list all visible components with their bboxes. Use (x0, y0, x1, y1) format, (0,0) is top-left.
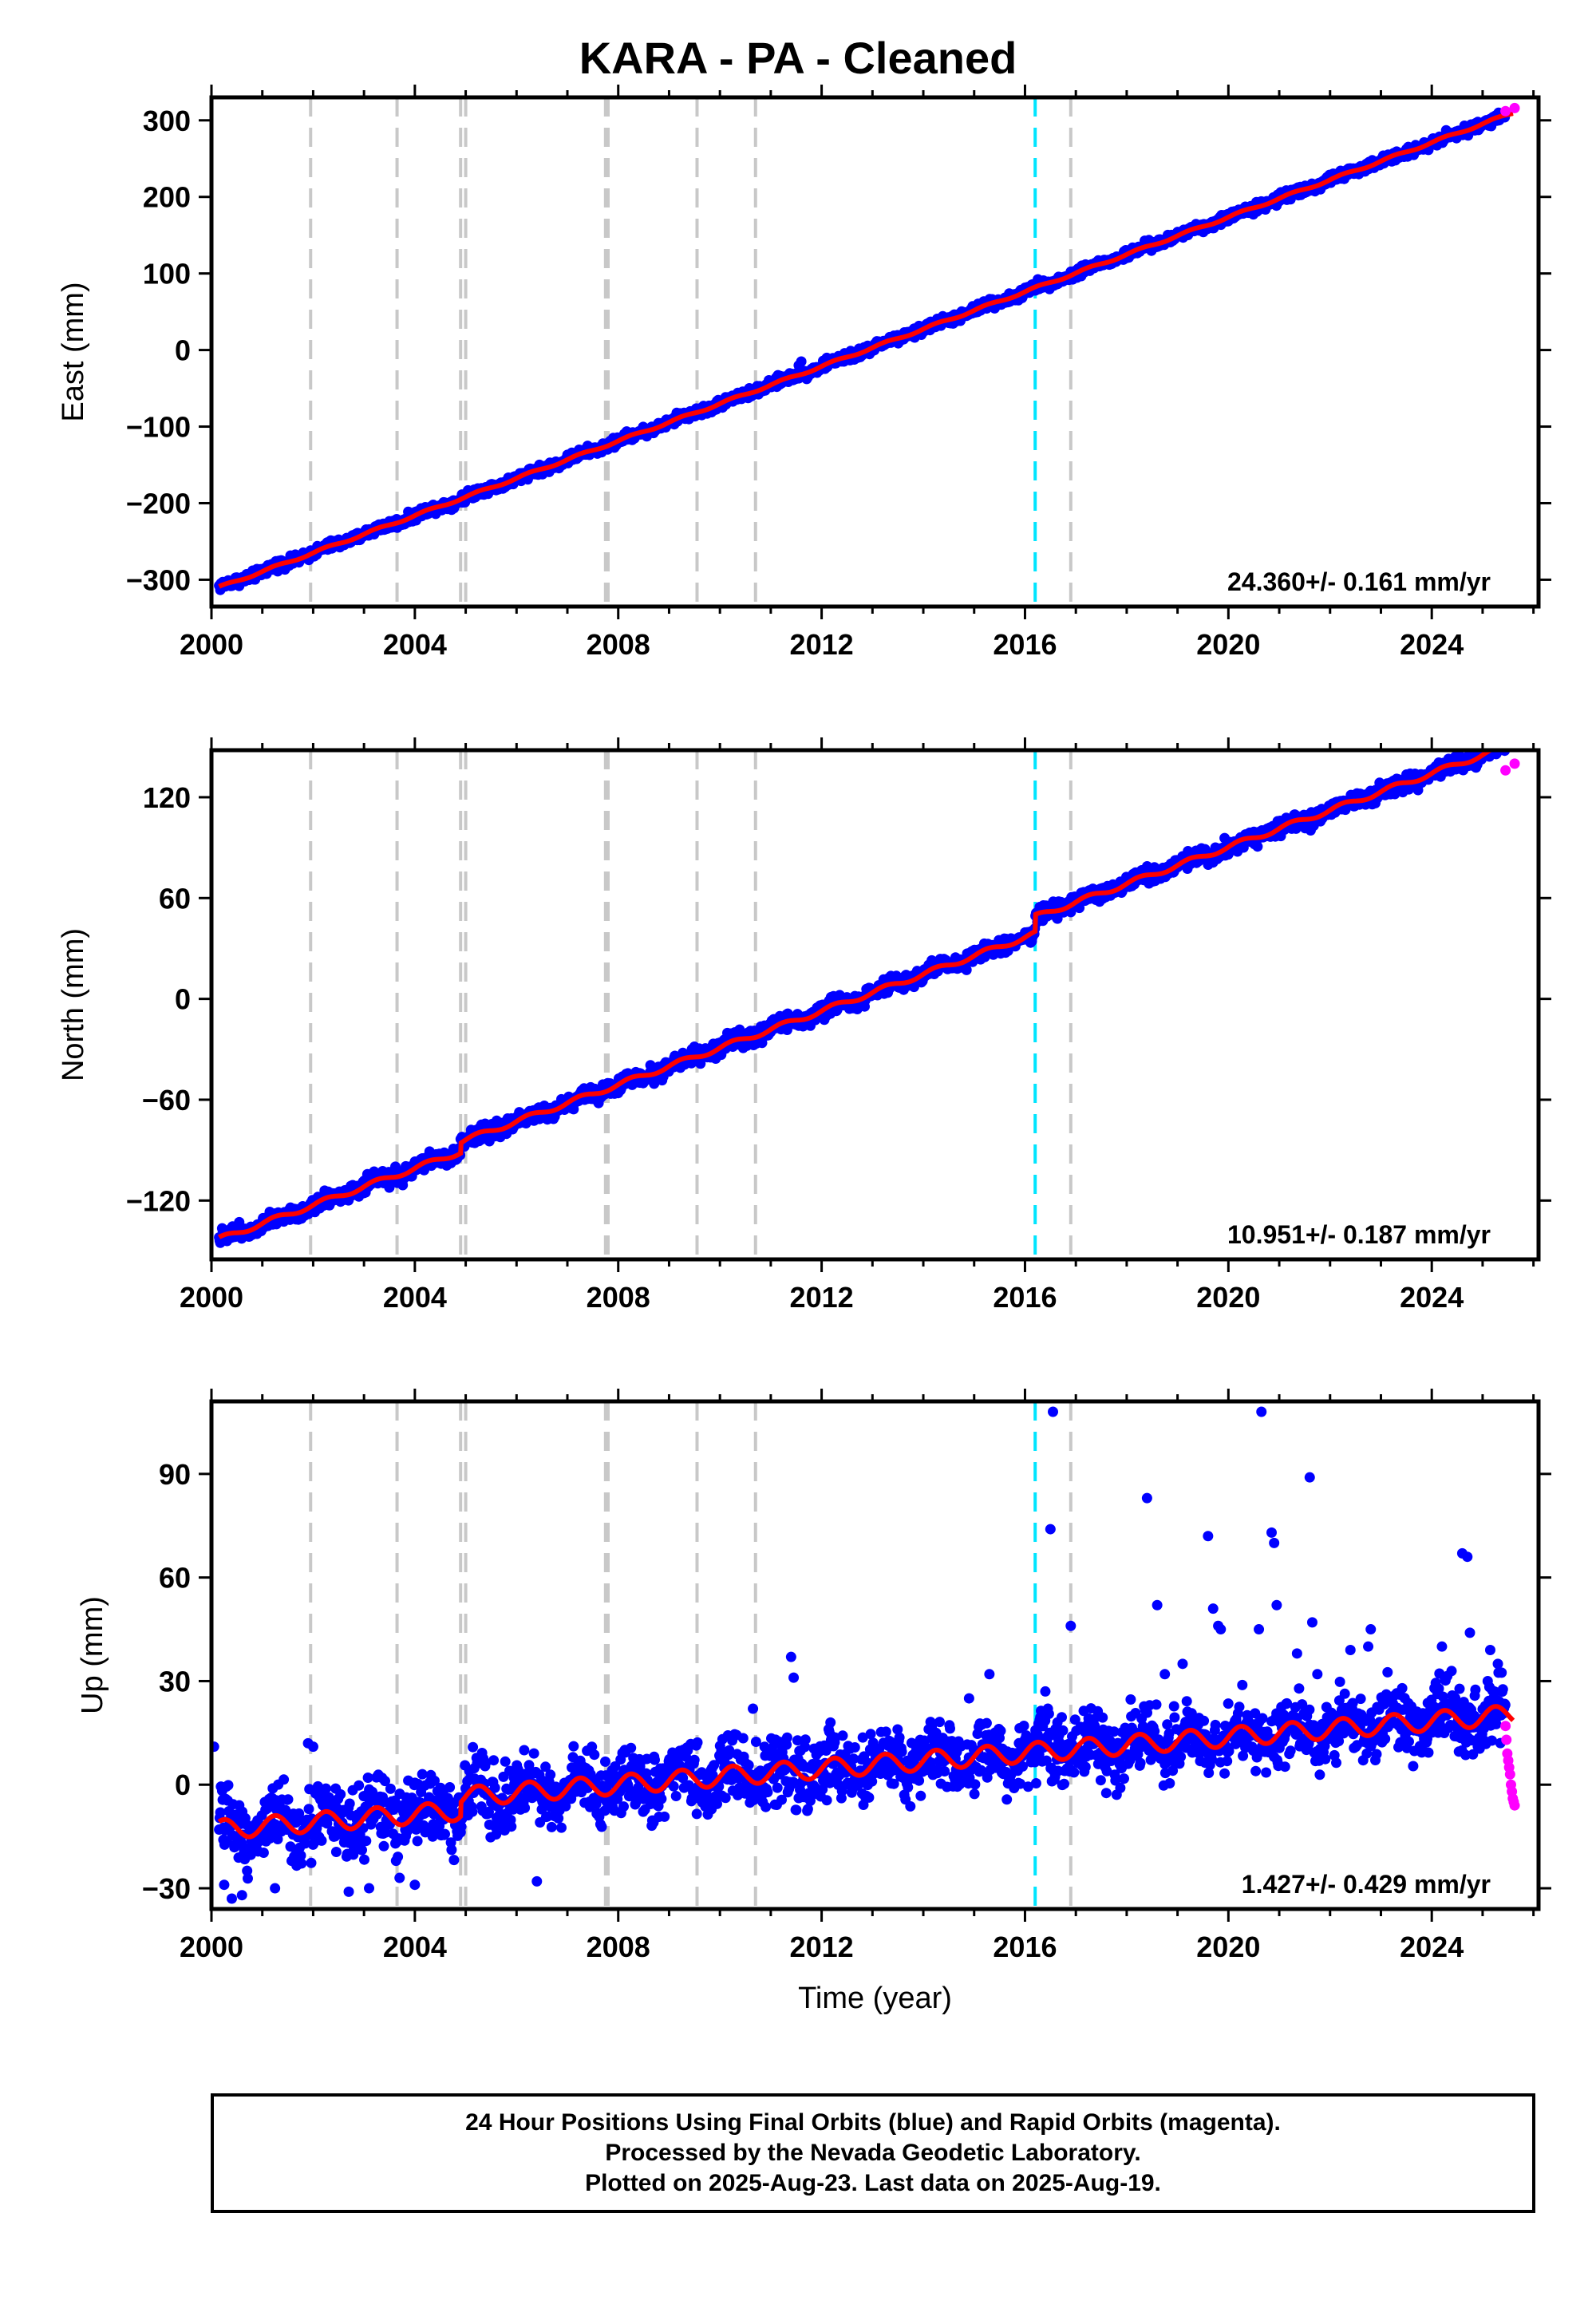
east-y-tick-label: 100 (143, 258, 191, 290)
east-rapid-point (1500, 105, 1511, 117)
up-point (330, 1847, 342, 1857)
north-y-tick-label: −120 (126, 1184, 191, 1217)
east-x-tick-label: 2000 (180, 628, 243, 661)
up-point (440, 1828, 450, 1840)
east-panel: 2000 2004 2008 2012 2016 2020 2024−300−200−100… (57, 85, 1551, 661)
up-point (528, 1748, 539, 1759)
up-point (316, 1835, 327, 1846)
up-point (258, 1848, 269, 1858)
up-point (378, 1840, 389, 1852)
north-point (1492, 738, 1503, 749)
east-y-tick-label: 0 (175, 334, 191, 367)
east-rapid-point (1509, 102, 1520, 113)
east-y-tick-label: −100 (126, 411, 191, 444)
north-point (1493, 738, 1503, 749)
up-point (448, 1855, 460, 1866)
east-x-tick-label: 2024 (1400, 628, 1464, 661)
up-point (446, 1844, 457, 1856)
north-plot-area (211, 750, 1539, 1259)
up-point (357, 1844, 367, 1856)
up-point (296, 1858, 307, 1869)
up-point (488, 1755, 500, 1766)
up-panel: 2000 2004 2008 2012 2016 2020 2024−300306090Up… (76, 1389, 1551, 2015)
up-point (412, 1836, 423, 1847)
east-x-tick-label: 2020 (1196, 628, 1260, 661)
east-y-tick-label: −200 (126, 487, 191, 520)
north-y-tick-label: −60 (142, 1084, 191, 1117)
north-x-tick-label: 2008 (587, 1281, 650, 1314)
north-y-tick-label: 60 (159, 882, 191, 915)
up-point (361, 1836, 372, 1847)
north-panel: 2000 2004 2008 2012 2016 2020 2024 −120 −60 0 60 12… (57, 734, 1551, 1314)
north-rapid-point (1500, 765, 1511, 776)
up-point (306, 1857, 317, 1868)
east-x-tick-label: 2016 (993, 628, 1057, 661)
up-point (444, 1782, 456, 1792)
up-point (519, 1802, 531, 1813)
east-y-tick-label: 200 (143, 181, 191, 214)
up-point (279, 1774, 290, 1785)
east-x-tick-label: 2012 (790, 628, 854, 661)
north-y-tick-label: 120 (143, 781, 191, 814)
north-point (1252, 841, 1263, 852)
up-point (556, 1822, 567, 1833)
east-frame (209, 95, 1541, 609)
up-point (243, 1873, 253, 1884)
north-point (1489, 736, 1499, 746)
up-point (468, 1741, 479, 1753)
north-point (1495, 737, 1506, 747)
north-y-axis-label: North (mm) (57, 928, 90, 1081)
north-x-tick-label: 2024 (1400, 1281, 1464, 1314)
up-point (519, 1745, 530, 1756)
north-rapid-point (1509, 758, 1520, 769)
north-x-tick-label: 2000 (180, 1281, 243, 1314)
up-point (223, 1780, 234, 1791)
up-point (282, 1794, 294, 1805)
east-model-line (218, 111, 1514, 589)
east-y-axis-label: East (mm) (57, 282, 90, 421)
north-rate-label: 10.951+/- 0.187 mm/yr (1227, 1220, 1491, 1249)
north-y-tick-label: 0 (175, 983, 191, 1016)
east-y-tick-label: 300 (143, 105, 191, 137)
up-point (385, 1783, 396, 1794)
east-outlier-point (793, 360, 804, 371)
up-point (546, 1821, 557, 1832)
east-rate-label: 24.360+/- 0.161 mm/yr (1227, 567, 1491, 596)
up-point (393, 1852, 404, 1863)
up-point (359, 1854, 369, 1865)
north-point (1496, 734, 1507, 745)
up-point (545, 1769, 556, 1780)
up-point (354, 1780, 365, 1791)
up-point (500, 1756, 511, 1767)
east-x-tick-label: 2004 (383, 628, 447, 661)
up-point (335, 1788, 346, 1800)
north-x-tick-label: 2004 (383, 1281, 447, 1314)
north-x-tick-label: 2016 (993, 1281, 1057, 1314)
up-point (344, 1798, 355, 1809)
north-x-tick-label: 2020 (1196, 1281, 1260, 1314)
north-point (1490, 739, 1500, 749)
up-point (303, 1804, 314, 1815)
east-y-tick-label: −300 (126, 563, 191, 596)
north-point (1499, 737, 1509, 748)
up-point (506, 1821, 517, 1832)
north-x-tick-label: 2012 (790, 1281, 854, 1314)
east-x-tick-label: 2008 (587, 628, 650, 661)
up-point (467, 1806, 478, 1817)
